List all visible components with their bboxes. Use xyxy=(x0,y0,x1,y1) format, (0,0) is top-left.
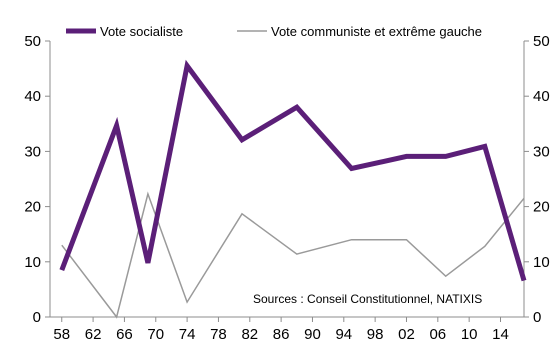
x-tick-label: 10 xyxy=(461,326,478,343)
y-tick-label-right: 0 xyxy=(533,309,541,326)
y-tick-label-left: 20 xyxy=(24,199,41,216)
x-tick-label: 86 xyxy=(273,326,290,343)
x-tick-label: 14 xyxy=(492,326,509,343)
x-tick-label: 66 xyxy=(116,326,133,343)
axes: 0 10 20 30 40 50 0 10 20 30 40 50 58 62 66 70 74 78 82 86 90… xyxy=(24,33,549,343)
source-annotation: Sources : Conseil Constitutionnel, NATIX… xyxy=(253,292,482,306)
x-tick-label: 82 xyxy=(241,326,258,343)
y-tick-label-left: 30 xyxy=(24,143,41,160)
series-layer xyxy=(59,59,527,319)
legend-label-socialiste: Vote socialiste xyxy=(100,24,183,39)
x-tick-label: 94 xyxy=(335,326,352,343)
x-tick-label: 02 xyxy=(398,326,415,343)
series-line-socialiste xyxy=(59,59,527,282)
x-tick-label: 78 xyxy=(210,326,227,343)
legend-label-communiste: Vote communiste et extrême gauche xyxy=(271,24,482,39)
y-tick-label-right: 40 xyxy=(533,88,550,105)
legend: Vote socialiste Vote communiste et extrê… xyxy=(66,24,482,39)
y-tick-label-right: 50 xyxy=(533,33,550,50)
y-tick-label-left: 10 xyxy=(24,254,41,271)
y-tick-label-left: 0 xyxy=(33,309,41,326)
y-tick-label-left: 40 xyxy=(24,88,41,105)
x-tick-label: 90 xyxy=(304,326,321,343)
y-tick-label-right: 10 xyxy=(533,254,550,271)
x-tick-label: 58 xyxy=(53,326,70,343)
x-tick-label: 62 xyxy=(85,326,102,343)
y-tick-label-right: 20 xyxy=(533,199,550,216)
x-tick-label: 74 xyxy=(179,326,196,343)
x-tick-label: 70 xyxy=(147,326,164,343)
x-tick-label: 06 xyxy=(429,326,446,343)
series-line-communiste xyxy=(61,191,525,319)
y-tick-label-left: 50 xyxy=(24,33,41,50)
x-tick-label: 98 xyxy=(367,326,384,343)
y-tick-label-right: 30 xyxy=(533,143,550,160)
